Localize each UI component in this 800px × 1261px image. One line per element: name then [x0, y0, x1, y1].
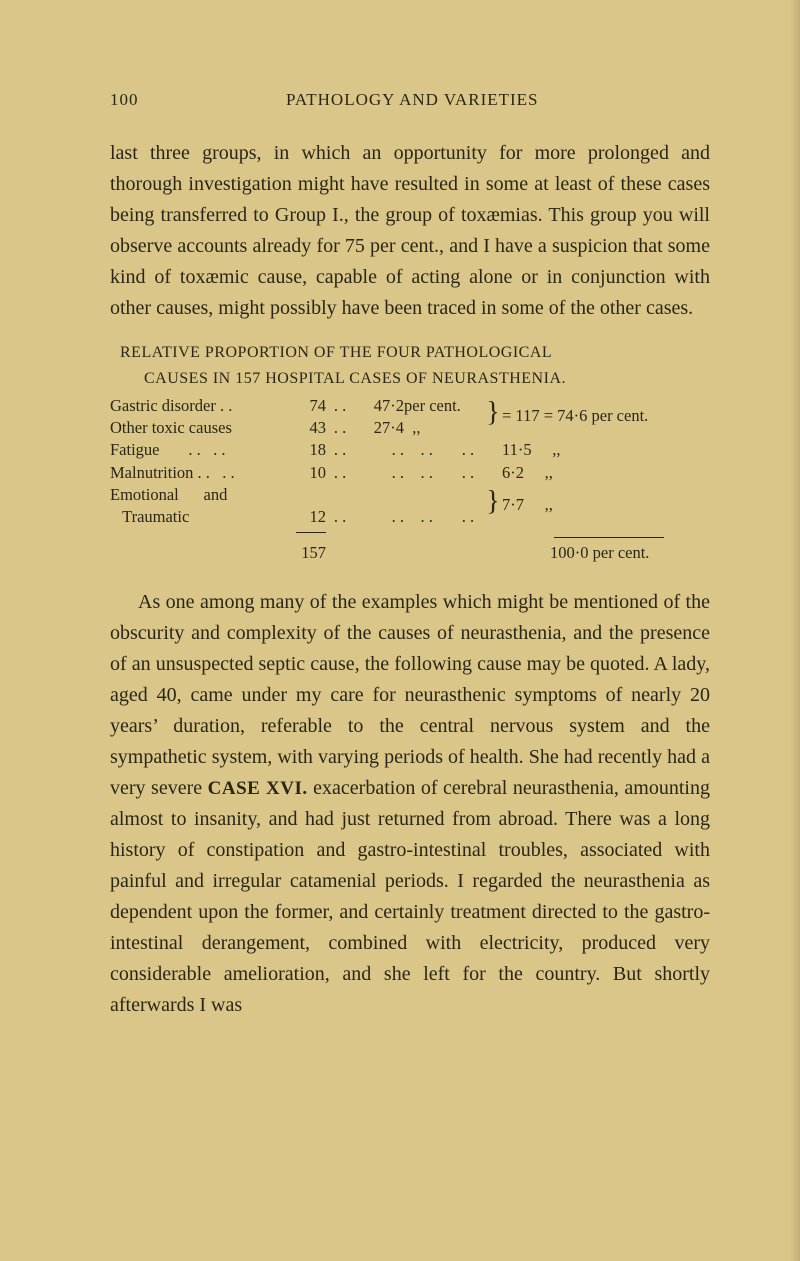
row-count: 74	[290, 395, 326, 417]
running-head: PATHOLOGY AND VARIETIES	[286, 90, 539, 110]
row-pcu: . . . .	[404, 506, 484, 528]
table-title-line1: RELATIVE PROPORTION OF THE FOUR PATHOLOG…	[110, 342, 710, 364]
table-row: Emotional and } 7·7 ,,	[110, 484, 710, 506]
row-pc: . .	[354, 462, 404, 484]
row-count: 18	[290, 439, 326, 461]
row-label: Other toxic causes	[110, 417, 290, 439]
cell-spacer	[326, 542, 550, 564]
row-dots: . .	[326, 506, 354, 528]
row-dots: . .	[326, 395, 354, 417]
row-pcu: . . . .	[404, 462, 484, 484]
row-label: Fatigue . . . .	[110, 439, 290, 461]
row-result: 7·7 ,,	[502, 494, 710, 516]
row-dots: . .	[326, 439, 354, 461]
row-label: Emotional and	[110, 484, 290, 506]
row-result: 11·5 ,,	[502, 439, 710, 461]
row-pc: 47·2	[354, 395, 404, 417]
total-left: 157	[290, 542, 326, 564]
table-row: Gastric disorder . . 74 . . 47·2 per cen…	[110, 395, 710, 417]
row-count: 10	[290, 462, 326, 484]
table-row: Malnutrition . . . . 10 . . . . . . . . …	[110, 462, 710, 484]
row-pcu: . . . .	[404, 439, 484, 461]
row-count: 12	[290, 506, 326, 528]
page-edge-shadow	[790, 0, 800, 1261]
row-label: Malnutrition . . . .	[110, 462, 290, 484]
total-right: 100·0 per cent.	[550, 542, 710, 564]
row-result: = 117 = 74·6 per cent.	[502, 405, 710, 427]
row-pcu: ,,	[404, 417, 484, 439]
brace-icon: }	[484, 405, 502, 422]
totals-row: 157 100·0 per cent.	[110, 542, 710, 564]
row-result: 6·2 ,,	[502, 462, 710, 484]
rule-divider	[296, 532, 326, 533]
header-spacer	[686, 90, 710, 110]
cell-spacer	[110, 542, 290, 564]
row-pc: . .	[354, 439, 404, 461]
paragraph-2b: exacerbation of cerebral neurasthenia, a…	[110, 777, 710, 1016]
row-label: Traumatic	[110, 506, 290, 528]
page-number: 100	[110, 90, 139, 110]
table-title-line2: CAUSES IN 157 HOSPITAL CASES OF NEURASTH…	[110, 368, 710, 390]
brace-icon: }	[484, 494, 502, 511]
row-dots: . .	[326, 417, 354, 439]
row-pc: . .	[354, 506, 404, 528]
row-count: 43	[290, 417, 326, 439]
paragraph-2: As one among many of the examples which …	[110, 587, 710, 1021]
row-dots: . .	[326, 462, 354, 484]
proportion-table: Gastric disorder . . 74 . . 47·2 per cen…	[110, 395, 710, 565]
page: 100 PATHOLOGY AND VARIETIES last three g…	[0, 0, 800, 1099]
rule-divider	[554, 537, 664, 538]
row-pcu: per cent.	[404, 395, 484, 417]
paragraph-1: last three groups, in which an opportuni…	[110, 138, 710, 324]
table-row: Fatigue . . . . 18 . . . . . . . . 11·5 …	[110, 439, 710, 461]
header-row: 100 PATHOLOGY AND VARIETIES	[110, 90, 710, 110]
paragraph-2a: As one among many of the examples which …	[110, 591, 710, 799]
case-label: CASE XVI.	[208, 778, 308, 799]
row-label: Gastric disorder . .	[110, 395, 290, 417]
row-pc: 27·4	[354, 417, 404, 439]
